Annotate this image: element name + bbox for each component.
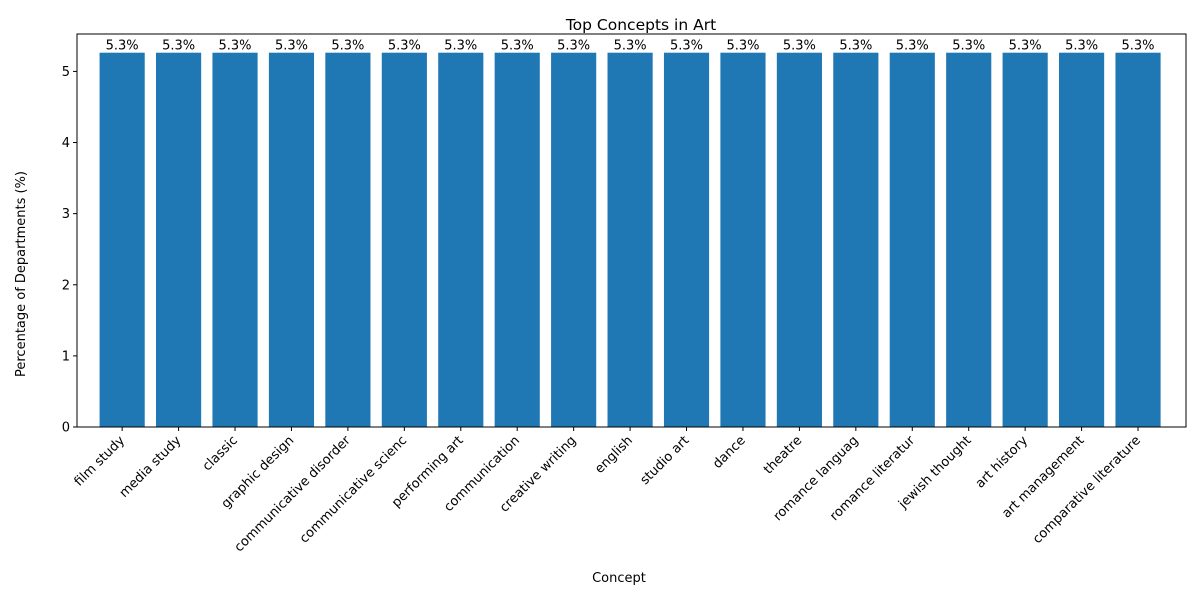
bar xyxy=(1059,52,1105,427)
y-tick-label: 1 xyxy=(62,349,70,364)
bar xyxy=(1002,52,1048,427)
y-tick-label: 3 xyxy=(62,207,70,222)
bar-value-label: 5.3% xyxy=(162,39,195,54)
bar-value-label: 5.3% xyxy=(444,39,477,54)
chart-title: Top Concepts in Art xyxy=(565,16,716,34)
x-axis-label: Concept xyxy=(592,571,646,586)
bar-value-label: 5.3% xyxy=(726,39,759,54)
bar-value-label: 5.3% xyxy=(1065,39,1098,54)
bar xyxy=(212,52,258,427)
bar-value-label: 5.3% xyxy=(331,39,364,54)
bar-value-label: 5.3% xyxy=(1009,39,1042,54)
y-axis-label: Percentage of Departments (%) xyxy=(14,171,29,377)
bar-value-label: 5.3% xyxy=(219,39,252,54)
bar xyxy=(720,52,766,427)
x-tick-label: film study xyxy=(72,433,129,490)
x-tick-label: english xyxy=(592,433,636,477)
y-axis: 0 1 2 3 4 5 xyxy=(62,65,77,436)
bar-value-label: 5.3% xyxy=(670,39,703,54)
y-tick-label: 5 xyxy=(62,65,70,80)
bar xyxy=(663,52,710,427)
x-tick-label: dance xyxy=(710,433,749,472)
bar-value-label: 5.3% xyxy=(275,39,308,54)
y-tick-label: 4 xyxy=(62,136,70,151)
bar xyxy=(99,52,145,427)
bar xyxy=(156,52,202,427)
bar-value-label: 5.3% xyxy=(557,39,590,54)
bar-value-label: 5.3% xyxy=(501,39,534,54)
bar xyxy=(494,52,540,427)
y-tick-label: 0 xyxy=(62,421,70,436)
bar xyxy=(607,52,653,427)
bar xyxy=(889,52,935,427)
bar xyxy=(268,52,315,427)
bar xyxy=(1115,52,1161,427)
bar-value-label: 5.3% xyxy=(896,39,929,54)
plot-frame xyxy=(76,33,1187,428)
bar xyxy=(438,52,484,427)
x-tick-label: art history xyxy=(973,433,1031,491)
x-tick-label: studio art xyxy=(638,433,693,488)
bar-value-label: 5.3% xyxy=(1122,39,1155,54)
bar xyxy=(381,52,427,427)
bar-value-label: 5.3% xyxy=(839,39,872,54)
y-tick-label: 2 xyxy=(62,278,70,293)
bar xyxy=(776,52,822,427)
bar xyxy=(551,52,597,427)
x-tick-label: theatre xyxy=(761,433,805,477)
bar xyxy=(946,52,992,427)
bar-value-label: 5.3% xyxy=(952,39,985,54)
data-labels-layer: 5.3% 5.3% 5.3% 5.3% 5.3% 5.3% 5.3% 5.3% 5.3% 5.3%… xyxy=(106,39,1155,54)
x-tick-label: communicative disorder xyxy=(232,433,354,555)
bar-value-label: 5.3% xyxy=(614,39,647,54)
bar xyxy=(833,52,879,427)
bar-value-label: 5.3% xyxy=(106,39,139,54)
bar xyxy=(325,52,371,427)
x-tick-label: communicative scienc xyxy=(297,433,410,546)
bar-value-label: 5.3% xyxy=(388,39,421,54)
bar-value-label: 5.3% xyxy=(783,39,816,54)
x-tick-label: classic xyxy=(200,433,241,474)
bars-layer xyxy=(99,52,1161,427)
x-tick-label: comparative literature xyxy=(1030,433,1144,547)
